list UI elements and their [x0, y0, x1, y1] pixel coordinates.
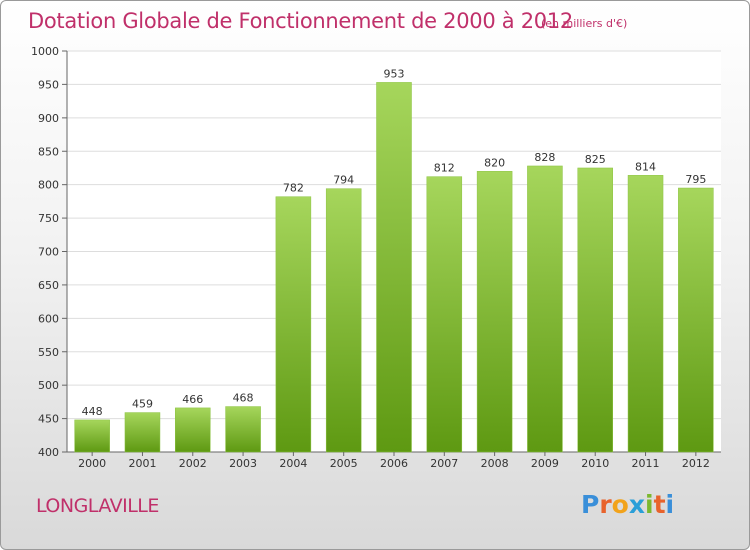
x-tick-label: 2000: [78, 457, 106, 470]
bar: [225, 406, 261, 453]
bar: [627, 175, 664, 453]
logo-letter: o: [611, 490, 629, 519]
x-tick-label: 2001: [128, 457, 156, 470]
x-tick-label: 2002: [179, 457, 207, 470]
x-tick-label: 2005: [330, 457, 358, 470]
x-tick-label: 2007: [430, 457, 458, 470]
logo-letter: P: [581, 490, 600, 519]
bar: [577, 167, 613, 453]
y-tick-label: 500: [38, 379, 59, 392]
bar-value-label: 466: [182, 393, 203, 406]
bar: [678, 187, 714, 453]
x-tick-label: 2010: [581, 457, 609, 470]
bar-value-label: 782: [283, 182, 304, 195]
bar-value-label: 812: [434, 162, 455, 175]
bar-value-label: 825: [585, 153, 606, 166]
y-tick-label: 800: [38, 179, 59, 192]
logo-letter: i: [665, 490, 675, 519]
bar-value-label: 814: [635, 160, 656, 173]
bar: [124, 412, 161, 453]
bar-value-label: 794: [333, 174, 354, 187]
bar-value-label: 953: [384, 67, 405, 80]
x-tick-label: 2011: [632, 457, 660, 470]
y-tick-label: 700: [38, 246, 59, 259]
y-tick-label: 850: [38, 145, 59, 158]
bar: [275, 196, 312, 453]
bar: [175, 407, 211, 453]
bar: [376, 82, 412, 453]
bar-value-label: 828: [534, 151, 555, 164]
x-tick-label: 2009: [531, 457, 559, 470]
logo-letter: i: [645, 490, 654, 519]
bar: [325, 188, 362, 453]
bar: [426, 176, 463, 453]
y-tick-label: 650: [38, 279, 59, 292]
y-tick-label: 550: [38, 346, 59, 359]
bar: [527, 165, 563, 453]
x-tick-label: 2012: [682, 457, 710, 470]
bar-value-label: 448: [82, 405, 103, 418]
bar-value-label: 820: [484, 156, 505, 169]
chart-title: Dotation Globale de Fonctionnement de 20…: [28, 9, 573, 33]
x-tick-label: 2003: [229, 457, 257, 470]
y-tick-label: 600: [38, 312, 59, 325]
y-tick-label: 900: [38, 112, 59, 125]
logo-letter: r: [599, 490, 612, 519]
bar-value-label: 795: [685, 173, 706, 186]
x-tick-label: 2004: [279, 457, 307, 470]
y-tick-label: 750: [38, 212, 59, 225]
city-name: LONGLAVILLE: [36, 495, 159, 517]
y-tick-label: 450: [38, 413, 59, 426]
bar: [476, 171, 513, 453]
proxiti-logo[interactable]: Proxiti: [581, 490, 674, 519]
logo-letter: t: [653, 490, 666, 519]
y-tick-label: 950: [38, 78, 59, 91]
bar: [74, 419, 110, 453]
x-tick-label: 2006: [380, 457, 408, 470]
y-tick-label: 1000: [31, 45, 59, 58]
x-tick-label: 2008: [481, 457, 509, 470]
chart-subtitle: (en milliers d'€): [541, 17, 628, 30]
bar-value-label: 459: [132, 398, 153, 411]
logo-letter: x: [628, 490, 645, 519]
bar-value-label: 468: [233, 392, 254, 405]
y-tick-label: 400: [38, 446, 59, 459]
